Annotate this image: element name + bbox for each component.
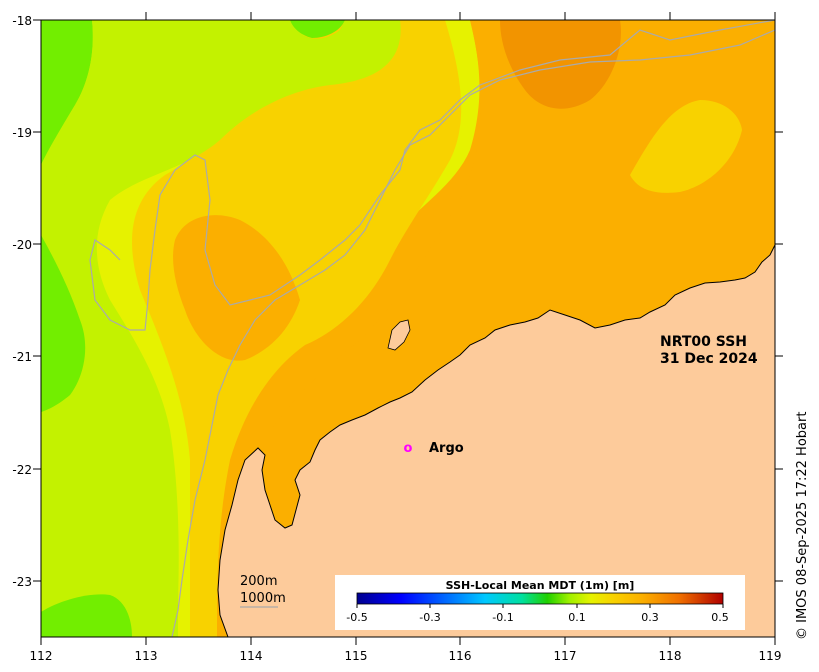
y-tick-label: -19 — [12, 126, 32, 140]
credit-text: © IMOS 08-Sep-2025 17:22 Hobart — [795, 411, 810, 640]
station-marker: o — [404, 441, 413, 456]
field-orange-dark — [500, 20, 621, 109]
plot-frame — [40, 19, 776, 638]
x-tick-label: 112 — [30, 649, 53, 663]
field-green — [41, 20, 93, 165]
field-gold — [132, 20, 462, 637]
colorbar-gradient — [356, 592, 724, 605]
field-yg-strip — [41, 20, 110, 235]
y-tick-label: -21 — [12, 350, 32, 364]
field-gold-patch — [630, 100, 742, 193]
colorbar-tick-label: -0.1 — [492, 611, 513, 624]
field-green-3 — [41, 235, 86, 412]
land-mass — [218, 245, 775, 637]
y-tick-label: -23 — [12, 575, 32, 589]
colorbar: SSH-Local Mean MDT (1m) [m] -0.5 -0.3 -0… — [335, 575, 745, 630]
x-tick-label: 113 — [135, 649, 158, 663]
x-tick-label: 117 — [554, 649, 577, 663]
y-tick-label: -20 — [12, 238, 32, 252]
argo-station[interactable]: o Argo — [404, 441, 464, 456]
y-tick-label: -22 — [12, 463, 32, 477]
x-tick-marks — [40, 12, 776, 645]
colorbar-tick-marks — [356, 604, 724, 608]
date-label: 31 Dec 2024 — [660, 351, 758, 367]
island — [387, 319, 411, 351]
field-green-2 — [290, 20, 345, 38]
field-orange-blob — [173, 215, 300, 361]
field-yellow-green — [41, 20, 401, 637]
isobaths — [89, 20, 775, 637]
isobath-legend-200m: 200m — [240, 574, 277, 589]
x-tick-label: 118 — [659, 649, 682, 663]
x-tick-label: 115 — [345, 649, 368, 663]
isobath-legend-1000m: 1000m — [240, 591, 286, 606]
x-tick-label: 114 — [240, 649, 263, 663]
y-tick-marks — [33, 19, 783, 582]
colorbar-tick-label: 0.3 — [641, 611, 659, 624]
coastline — [217, 244, 776, 638]
isobath-1000m — [89, 20, 775, 331]
field-green-4 — [41, 594, 132, 637]
x-tick-label: 116 — [449, 649, 472, 663]
y-tick-label: -18 — [12, 14, 32, 28]
station-label: Argo — [429, 441, 464, 456]
colorbar-title: SSH-Local Mean MDT (1m) [m] — [446, 579, 635, 592]
isobath-200m — [171, 29, 775, 637]
x-tick-label: 119 — [759, 649, 782, 663]
colorbar-tick-label: -0.3 — [419, 611, 440, 624]
product-label: NRT00 SSH — [660, 334, 747, 350]
colorbar-tick-label: 0.1 — [568, 611, 586, 624]
ssh-field — [41, 20, 775, 637]
colorbar-tick-label: -0.5 — [346, 611, 367, 624]
colorbar-tick-label: 0.5 — [711, 611, 729, 624]
